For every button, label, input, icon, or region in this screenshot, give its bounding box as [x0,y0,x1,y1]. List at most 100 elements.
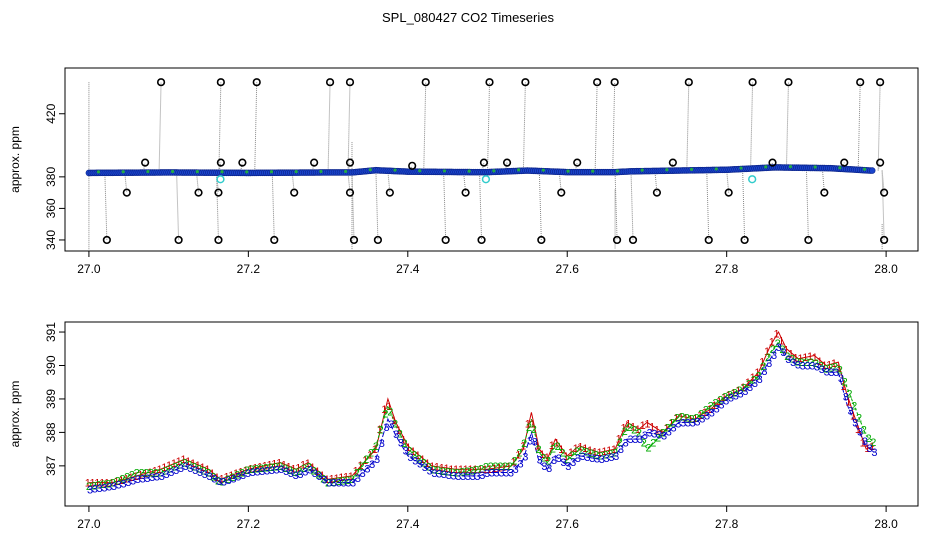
bottom-series-marker-1: 1 [200,462,206,474]
top-spike-line [670,162,674,171]
bottom-series-marker-1: 1 [845,397,851,409]
bottom-series-marker-1: 1 [582,443,588,455]
bottom-series-marker-1: 1 [94,478,100,490]
top-spike-line [805,167,809,240]
bottom-series-marker-2: 2 [617,437,623,449]
bottom-series-marker-3: 3 [642,430,648,442]
bottom-series-marker-1: 1 [510,456,516,468]
bottom-series-marker-2: 2 [354,468,360,480]
bottom-series-marker-1: 1 [281,460,287,472]
top-spike-line [142,162,146,173]
top-data-point-green [220,170,224,174]
top-outlier-point [537,235,546,245]
bottom-series-marker-1: 1 [357,460,363,472]
bottom-series-marker-3: 3 [781,347,787,359]
bottom-series-marker-3: 3 [761,366,767,378]
bottom-series-marker-2: 2 [866,433,872,445]
bottom-series-marker-2: 2 [397,429,403,441]
bottom-series-marker-3: 3 [804,360,810,372]
top-spike-line [574,162,578,173]
bottom-series-marker-2: 2 [392,419,398,431]
bottom-series-marker-1: 1 [726,389,732,401]
bottom-series-marker-2: 2 [712,398,718,410]
bottom-series-marker-3: 3 [589,453,595,465]
top-outlier-point [421,78,430,87]
bottom-series-marker-2: 2 [315,470,321,482]
bottom-series-marker-2: 2 [526,422,532,434]
bottom-series-marker-3: 3 [235,472,241,484]
top-outlier-point [557,188,566,197]
bottom-series-marker-2: 2 [531,424,537,436]
bottom-series-marker-3: 3 [608,452,614,464]
bottom-series-marker-3: 3 [541,461,547,473]
bottom-series-marker-2: 2 [124,472,130,484]
bottom-series-marker-1: 1 [606,445,612,457]
bottom-series-marker-1: 1 [252,463,258,475]
top-spike-line [254,82,258,173]
bottom-series-marker-2: 2 [521,438,527,450]
bottom-series-marker-1: 1 [821,360,827,372]
top-spike-line [750,82,754,169]
bottom-series-marker-2: 2 [421,458,427,470]
top-outlier-point [345,188,355,197]
bottom-series-marker-1: 1 [659,427,665,439]
bottom-series-marker-1: 1 [496,462,502,474]
bottom-series-marker-1: 1 [262,461,268,473]
top-spike-line [479,172,483,240]
bottom-series-marker-2: 2 [210,472,216,484]
top-spike-line [538,171,542,240]
top-outlier-point [593,78,602,87]
bottom-y-tick-label: 388 [44,422,58,442]
bottom-series-marker-3: 3 [819,364,825,376]
bottom-series-marker-3: 3 [312,468,318,480]
bottom-series-marker-1: 1 [558,444,564,456]
top-outlier-point [122,188,131,197]
bottom-series-marker-3: 3 [398,437,404,449]
bottom-series-marker-3: 3 [87,484,93,496]
top-spike-line [742,168,746,240]
bottom-series-marker-2: 2 [645,442,651,454]
bottom-series-marker-3: 3 [613,451,619,463]
top-outlier-point [373,235,383,245]
bottom-series-marker-2: 2 [382,409,388,421]
bottom-series-marker-1: 1 [635,424,641,436]
bottom-series-marker-3: 3 [106,482,112,494]
bottom-series-marker-1: 1 [625,419,631,431]
bottom-series-marker-2: 2 [339,476,345,488]
bottom-series-marker-2: 2 [406,445,412,457]
bottom-series-marker-3: 3 [498,468,504,480]
top-spike-line [487,82,491,173]
top-y-tick-label: 380 [44,167,58,187]
bottom-series-marker-3: 3 [632,434,638,446]
bottom-series-marker-3: 3 [776,342,782,354]
bottom-series-marker-1: 1 [195,460,201,472]
top-data-point-green [541,168,545,172]
bottom-series-marker-3: 3 [197,467,203,479]
bottom-series-marker-2: 2 [425,462,431,474]
bottom-series-marker-2: 2 [186,460,192,472]
bottom-series-marker-3: 3 [704,410,710,422]
bottom-series-marker-2: 2 [665,422,671,434]
top-data-point-green [714,167,718,171]
bottom-series-marker-2: 2 [813,358,819,370]
top-y-tick-label: 340 [44,230,58,250]
bottom-series-marker-3: 3 [575,453,581,465]
bottom-series-marker-2: 2 [387,407,393,419]
bottom-series-marker-1: 1 [707,404,713,416]
bottom-series-marker-1: 1 [797,353,803,365]
bottom-series-marker-1: 1 [740,382,746,394]
bottom-series-marker-3: 3 [149,472,155,484]
bottom-series-marker-1: 1 [831,358,837,370]
bottom-series-marker-1: 1 [855,424,861,436]
bottom-series-marker-1: 1 [491,463,497,475]
bottom-series-marker-2: 2 [296,466,302,478]
bottom-series-marker-1: 1 [300,460,306,472]
bottom-series-marker-1: 1 [802,352,808,364]
top-data-point-green [689,167,694,171]
bottom-series-marker-1: 1 [807,351,813,363]
bottom-series-marker-3: 3 [766,358,772,370]
bottom-series-marker-2: 2 [311,466,317,478]
bottom-series-marker-3: 3 [245,468,251,480]
bottom-series-marker-2: 2 [856,413,862,425]
bottom-series-marker-1: 1 [601,446,607,458]
